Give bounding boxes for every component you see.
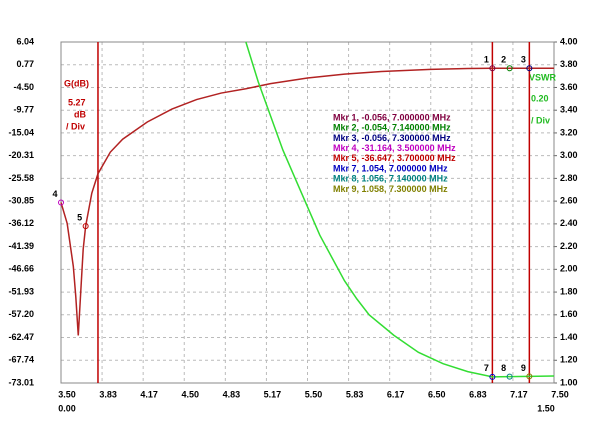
- marker-label: 5: [77, 213, 82, 223]
- marker-readout: Mkr 1, -0.056, 7.000000 MHz: [333, 112, 451, 122]
- marker: [526, 373, 533, 380]
- y-tick-label: -25.58: [8, 173, 34, 183]
- y2-axis-text: VSWR: [529, 72, 557, 82]
- x-tick-label: 7.50: [551, 389, 569, 399]
- y-tick-label: 6.04: [16, 36, 34, 46]
- marker-readout: Mkr 3, -0.056, 7.300000 MHz: [333, 133, 451, 143]
- x-tick-label: 5.50: [305, 389, 323, 399]
- x-tick-label: 4.17: [140, 389, 158, 399]
- y-tick-label: -9.77: [13, 105, 34, 115]
- x-sub-label: 1.50: [537, 403, 555, 413]
- marker: [489, 373, 496, 380]
- y2-tick-label: 4.00: [560, 36, 578, 46]
- y2-tick-label: 3.00: [560, 150, 578, 160]
- y-tick-label: -30.85: [8, 196, 34, 206]
- marker-label: 4: [52, 189, 57, 199]
- y2-tick-label: 2.80: [560, 173, 578, 183]
- marker-readout: Mkr 9, 1.058, 7.300000 MHz: [333, 184, 448, 194]
- x-tick-label: 3.83: [99, 389, 117, 399]
- marker: [506, 65, 513, 72]
- y2-tick-label: 1.00: [560, 377, 578, 387]
- y2-tick-label: 2.40: [560, 218, 578, 228]
- marker-label: 9: [521, 363, 526, 373]
- x-tick-label: 6.50: [428, 389, 446, 399]
- marker: [506, 373, 513, 380]
- marker-label: 2: [501, 55, 506, 65]
- y-axis-text: 5.27: [68, 97, 86, 107]
- marker-readout: Mkr 7, 1.054, 7.000000 MHz: [333, 163, 448, 173]
- marker-readout: Mkr 2, -0.054, 7.140000 MHz: [333, 123, 451, 133]
- y2-tick-label: 2.20: [560, 241, 578, 251]
- y2-tick-label: 3.40: [560, 105, 578, 115]
- plot-frame: [60, 41, 555, 384]
- marker-label: 8: [501, 363, 506, 373]
- marker: [82, 223, 89, 230]
- y2-tick-label: 1.80: [560, 286, 578, 296]
- x-tick-label: 4.83: [223, 389, 241, 399]
- y-tick-label: -36.12: [8, 218, 34, 228]
- y-tick-label: -73.01: [8, 377, 34, 387]
- y-tick-label: -20.31: [8, 150, 34, 160]
- marker-readout: Mkr 5, -36.647, 3.700000 MHz: [333, 153, 456, 163]
- marker: [489, 65, 496, 72]
- series-line: [245, 41, 555, 378]
- y-tick-label: -51.93: [8, 286, 34, 296]
- marker-readout: Mkr 8, 1.056, 7.140000 MHz: [333, 174, 448, 184]
- y2-tick-label: 1.20: [560, 355, 578, 365]
- x-tick-label: 7.17: [510, 389, 528, 399]
- y-tick-label: -57.20: [8, 309, 34, 319]
- x-sub-label: 0.00: [58, 403, 76, 413]
- marker-readout: Mkr 4, -31.164, 3.500000 MHz: [333, 143, 456, 153]
- marker: [58, 199, 64, 206]
- y2-tick-label: 2.60: [560, 196, 578, 206]
- y2-tick-label: 3.60: [560, 82, 578, 92]
- y2-tick-label: 3.80: [560, 59, 578, 69]
- x-tick-label: 3.50: [58, 389, 76, 399]
- x-tick-label: 5.83: [346, 389, 364, 399]
- y2-axis-text: / Div: [531, 115, 550, 125]
- y-tick-label: -62.47: [8, 332, 34, 342]
- y-axis-text: G(dB): [64, 78, 89, 88]
- marker: [526, 65, 533, 72]
- series-line: [60, 67, 555, 336]
- x-tick-label: 6.17: [387, 389, 405, 399]
- y-tick-label: -15.04: [8, 127, 34, 137]
- y2-tick-label: 3.20: [560, 127, 578, 137]
- y-axis-text: / Div: [66, 121, 85, 131]
- x-tick-label: 6.83: [469, 389, 487, 399]
- y2-tick-label: 2.00: [560, 264, 578, 274]
- y2-axis-text: 0.20: [531, 93, 549, 103]
- y2-tick-label: 1.60: [560, 309, 578, 319]
- y2-tick-label: 1.40: [560, 332, 578, 342]
- y-axis-text: dB: [74, 109, 86, 119]
- x-tick-label: 4.50: [181, 389, 199, 399]
- marker-label: 1: [484, 55, 489, 65]
- y-tick-label: -41.39: [8, 241, 34, 251]
- marker-label: 7: [484, 363, 489, 373]
- y-tick-label: -67.74: [8, 355, 34, 365]
- y-tick-label: 0.77: [16, 59, 34, 69]
- y-tick-label: -46.66: [8, 264, 34, 274]
- y-tick-label: -4.50: [13, 82, 34, 92]
- x-tick-label: 5.17: [264, 389, 282, 399]
- marker-label: 3: [521, 55, 526, 65]
